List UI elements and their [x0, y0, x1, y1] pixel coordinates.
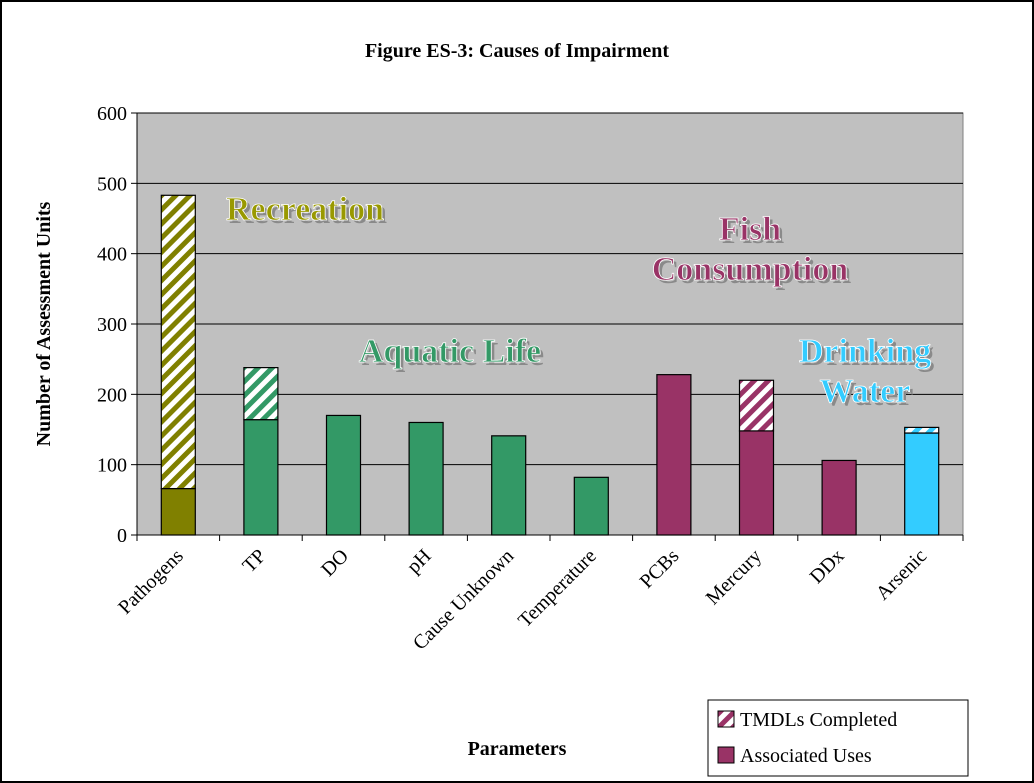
- chart-title: Figure ES-3: Causes of Impairment: [365, 40, 669, 62]
- legend-label: Associated Uses: [740, 745, 872, 767]
- bar-segment: [243, 419, 279, 536]
- x-axis-title: Parameters: [468, 738, 567, 760]
- bar-segment: [738, 430, 775, 536]
- annotation-shadow: Fish: [722, 214, 784, 251]
- bar-segment-tmdl: [243, 367, 279, 421]
- bar-segment-tmdl: [160, 194, 196, 490]
- annotation: Recreation: [226, 191, 384, 228]
- bar-segment: [904, 432, 940, 536]
- bar-segment: [408, 421, 444, 536]
- y-axis-title: Number of Assessment Units: [33, 201, 55, 446]
- y-tick-label: 100: [97, 455, 127, 477]
- legend-swatch: [717, 710, 735, 728]
- annotation-shadow: Consumption: [655, 254, 852, 291]
- bar-segment: [491, 435, 527, 536]
- y-tick-label: 200: [97, 384, 127, 406]
- bar-segment: [160, 487, 196, 536]
- annotation: Aquatic Life: [359, 333, 541, 370]
- annotation: Fish: [719, 211, 781, 248]
- bar-segment: [656, 374, 692, 536]
- annotation: Water: [820, 373, 911, 410]
- bar-segment: [325, 414, 362, 536]
- y-tick-label: 400: [97, 244, 127, 266]
- y-tick-label: 0: [117, 525, 127, 547]
- bar-segment: [821, 459, 857, 536]
- y-tick-label: 600: [97, 103, 127, 125]
- y-tick-label: 300: [97, 314, 127, 336]
- y-tick-label: 500: [97, 173, 127, 195]
- bar-segment-tmdl: [904, 426, 940, 434]
- annotation-shadow: Recreation: [229, 194, 387, 231]
- bar-segment: [573, 476, 609, 536]
- annotation-shadow: Aquatic Life: [362, 336, 544, 373]
- bar-segment-tmdl: [738, 379, 775, 432]
- legend-label: TMDLs Completed: [740, 709, 897, 731]
- annotation-shadow: Drinking: [802, 336, 934, 373]
- annotation: Drinking: [799, 333, 931, 370]
- annotation: Consumption: [652, 251, 849, 288]
- legend-swatch: [717, 746, 735, 764]
- legend-box: [707, 699, 969, 777]
- annotation-shadow: Water: [823, 376, 914, 413]
